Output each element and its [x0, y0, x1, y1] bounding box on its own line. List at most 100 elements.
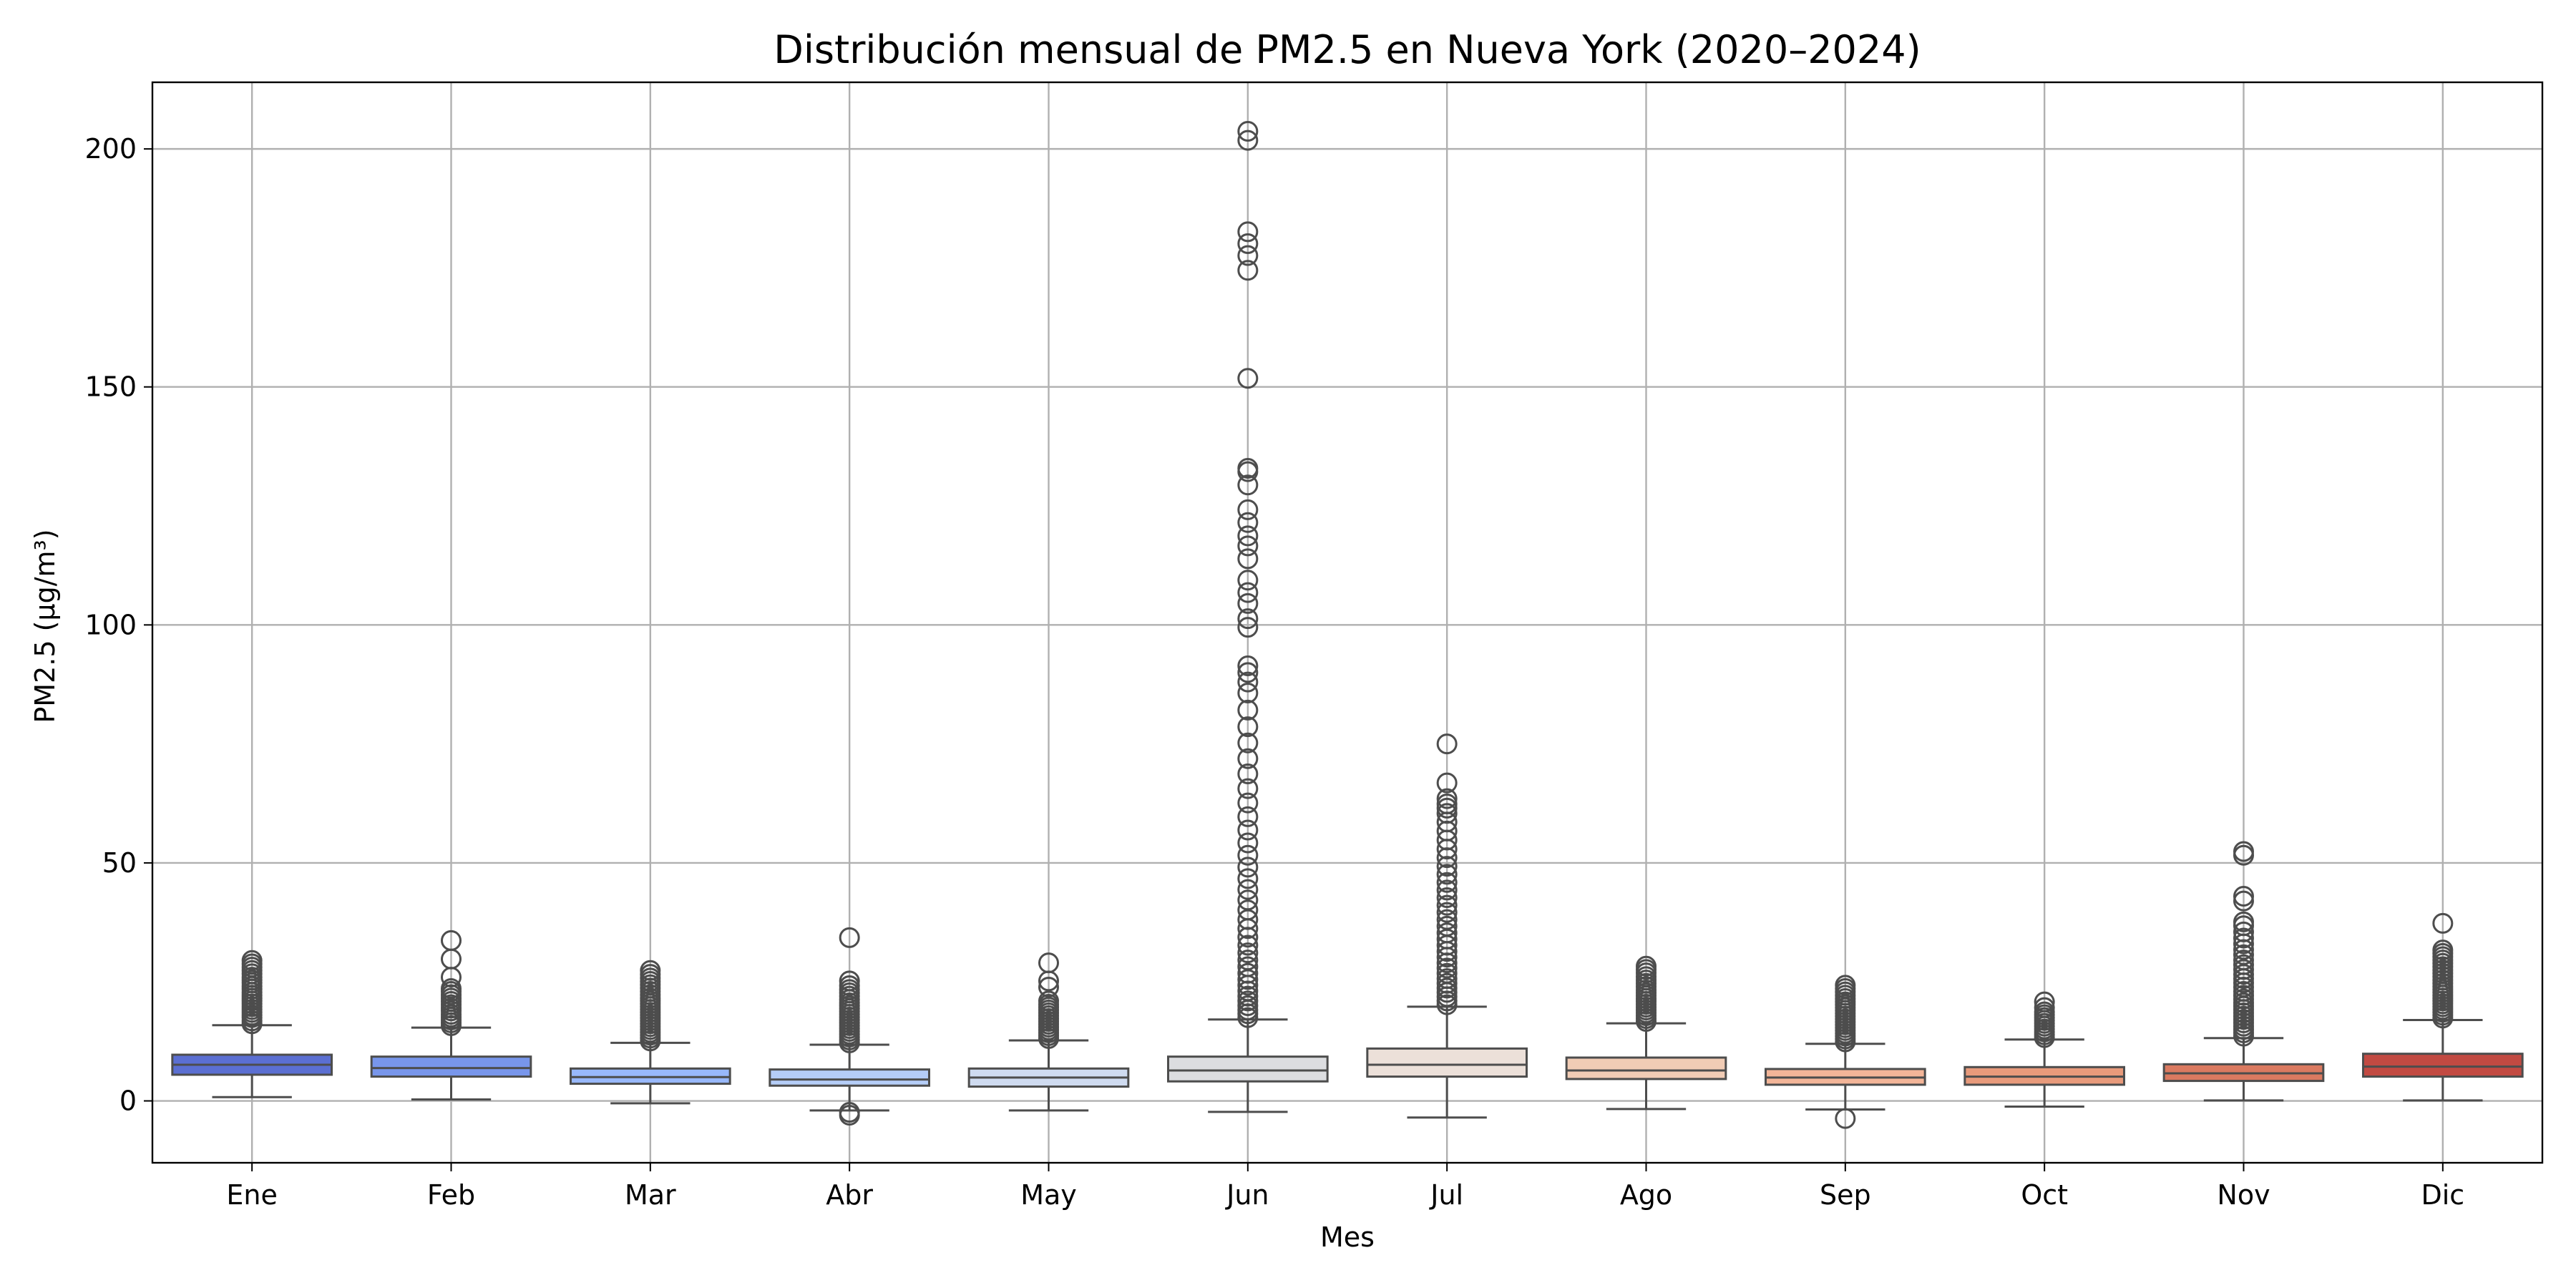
box-dic [2362, 912, 2524, 1102]
outlier-point [1237, 655, 1259, 677]
outlier-point [1237, 806, 1259, 827]
y-tick-label: 100 [84, 609, 137, 640]
box-iqr [1565, 1056, 1727, 1080]
box-sep [1765, 975, 1926, 1129]
outlier-point [1237, 682, 1259, 703]
x-tick-label: May [1020, 1179, 1077, 1211]
x-tick-label: Jul [1429, 1179, 1463, 1211]
box-feb [370, 930, 532, 1101]
outlier-point [640, 960, 661, 981]
outlier-point [2233, 885, 2254, 907]
outlier-point [1436, 894, 1458, 916]
box-iqr [2362, 1053, 2524, 1078]
outlier-point [1436, 922, 1458, 944]
outlier-point [1237, 950, 1259, 971]
outlier-point [1237, 221, 1259, 243]
outlier-point [1436, 977, 1458, 999]
outlier-point [1436, 887, 1458, 908]
outlier-point [839, 975, 860, 997]
outlier-point [1237, 732, 1259, 753]
outlier-point [1436, 733, 1458, 755]
outlier-point [2233, 959, 2254, 980]
box-jun [1167, 121, 1329, 1113]
outlier-point [1237, 548, 1259, 570]
outlier-point [1237, 995, 1259, 1016]
outlier-point [1237, 617, 1259, 638]
outlier-point [1436, 909, 1458, 930]
outlier-point [1237, 608, 1259, 630]
plot-frame [151, 81, 2544, 1164]
box-abr [769, 927, 931, 1126]
outlier-point [1237, 844, 1259, 866]
outlier-point [1237, 778, 1259, 799]
box-iqr [1167, 1055, 1329, 1083]
outlier-point [2233, 911, 2254, 932]
outlier-point [1436, 793, 1458, 814]
outlier-point [2233, 950, 2254, 971]
outlier-point [1237, 582, 1259, 603]
outlier-point [2233, 944, 2254, 965]
outlier-point [1237, 868, 1259, 889]
outlier-point [2233, 954, 2254, 975]
outlier-point [1237, 130, 1259, 151]
x-tick-label: Nov [2217, 1179, 2270, 1211]
outlier-point [1237, 935, 1259, 956]
outlier-point [1436, 879, 1458, 901]
outlier-point [1237, 956, 1259, 977]
outlier-point [1237, 662, 1259, 683]
outlier-point [1237, 535, 1259, 557]
outlier-point [1237, 592, 1259, 614]
outlier-point [1237, 748, 1259, 769]
outlier-point [1237, 233, 1259, 255]
outlier-point [1835, 1108, 1856, 1129]
outlier-point [1436, 864, 1458, 885]
outlier-point [1237, 899, 1259, 921]
box-iqr [1366, 1047, 1528, 1078]
outlier-point [2432, 940, 2454, 961]
box-mar [570, 960, 731, 1105]
outlier-point [1436, 957, 1458, 979]
outlier-point [839, 970, 860, 992]
outlier-point [2233, 841, 2254, 862]
outlier-point [2432, 912, 2454, 934]
x-tick-label: Sep [1820, 1179, 1871, 1211]
box-ago [1565, 955, 1727, 1111]
outlier-point [2034, 997, 2055, 1018]
box-iqr [370, 1055, 532, 1078]
box-may [967, 952, 1130, 1112]
box-nov [2162, 841, 2325, 1102]
outlier-point [1237, 260, 1259, 281]
outlier-point [1237, 942, 1259, 964]
outlier-point [2233, 890, 2254, 912]
x-tick-label: Feb [427, 1179, 475, 1211]
x-tick-label: Abr [826, 1179, 873, 1211]
x-tick-label: Oct [2021, 1179, 2068, 1211]
outlier-point [1237, 990, 1259, 1012]
outlier-point [1237, 512, 1259, 533]
outlier-point [1237, 879, 1259, 900]
outlier-point [1237, 819, 1259, 841]
outlier-point [1237, 832, 1259, 854]
outlier-point [1237, 699, 1259, 721]
outlier-point [1436, 803, 1458, 824]
outlier-point [1038, 952, 1059, 974]
box-ene [171, 950, 333, 1098]
grid [152, 82, 2542, 1163]
x-tick-label: Ene [226, 1179, 277, 1211]
outlier-point [1038, 977, 1059, 998]
outlier-point [1436, 772, 1458, 794]
outlier-point [1436, 962, 1458, 984]
x-tick-label: Dic [2421, 1179, 2464, 1211]
y-tick-label: 200 [84, 133, 137, 165]
outlier-point [1237, 716, 1259, 738]
x-axis-label: Mes [1320, 1221, 1375, 1253]
box-iqr [769, 1068, 931, 1087]
outlier-point [1237, 962, 1259, 984]
outlier-point [1436, 972, 1458, 994]
outlier-point [1237, 671, 1259, 693]
outlier-point [2233, 927, 2254, 949]
outlier-point [1436, 902, 1458, 923]
ticks: 0 50 100 150 200 Ene Feb Mar Abr May Jun Jul Ago Sep O… [84, 133, 2464, 1211]
outlier-point [1436, 872, 1458, 893]
